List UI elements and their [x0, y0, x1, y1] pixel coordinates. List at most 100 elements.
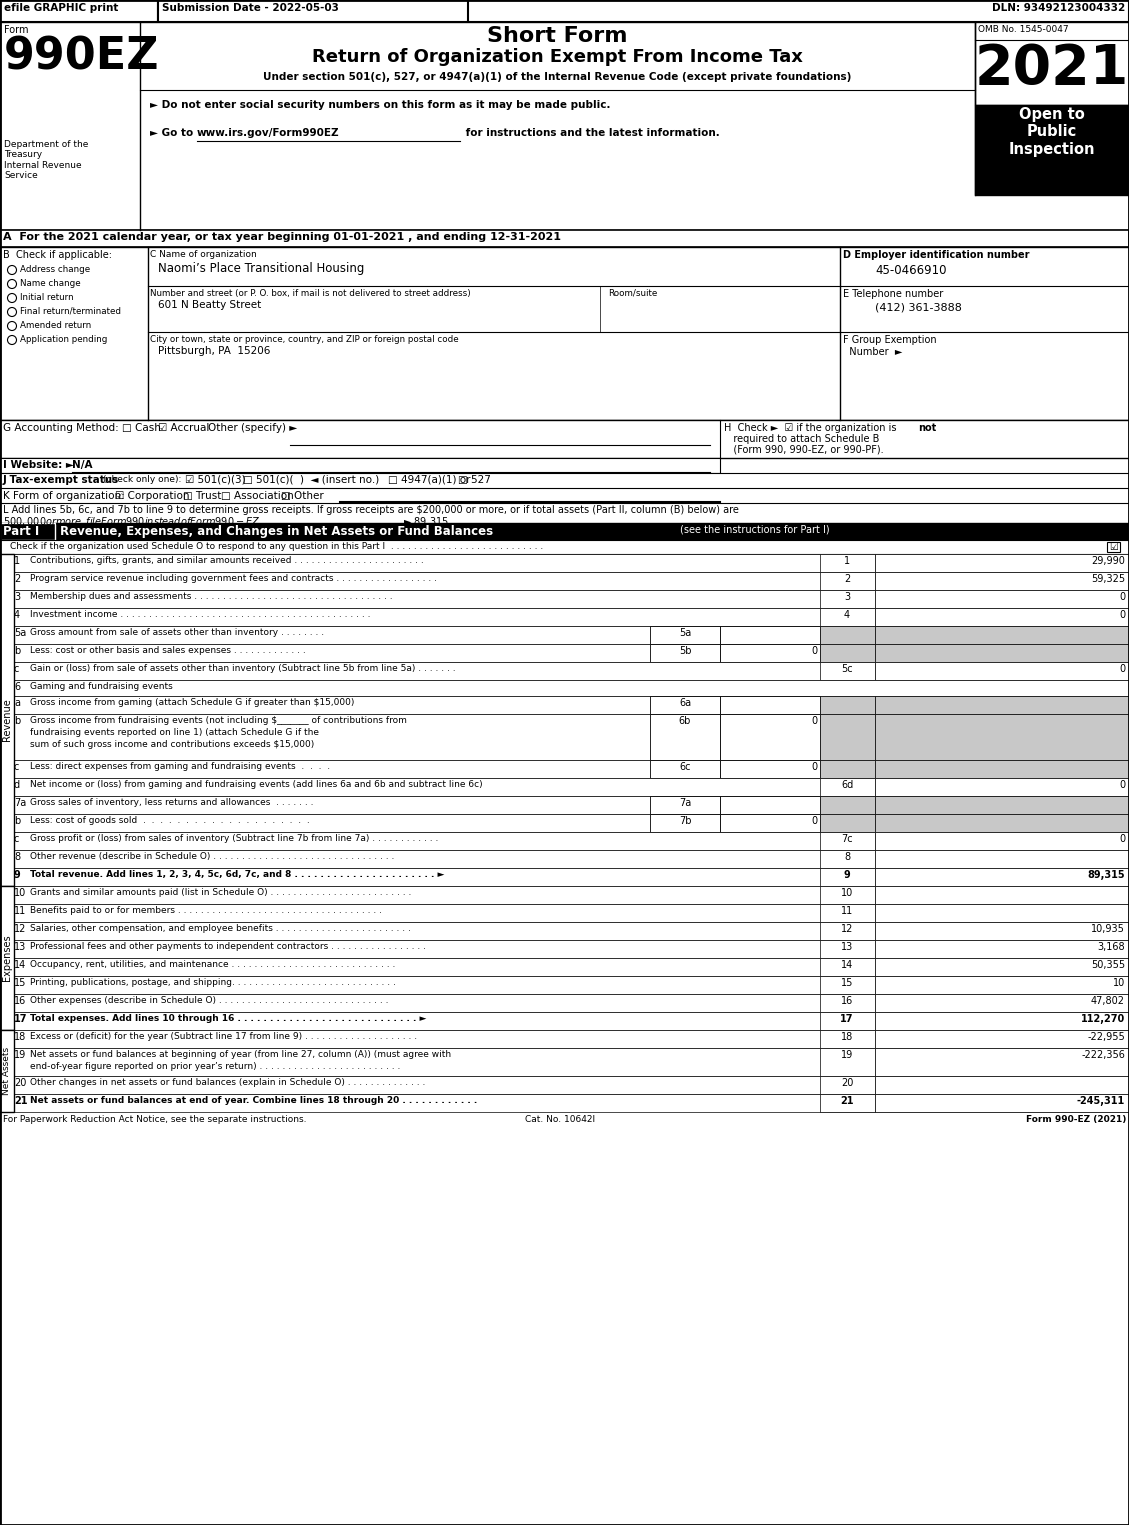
- Text: Expenses: Expenses: [2, 935, 12, 981]
- Text: 6d: 6d: [841, 779, 854, 790]
- Bar: [875, 554, 1129, 572]
- Bar: [820, 1093, 875, 1112]
- Bar: [875, 714, 1129, 759]
- Bar: [875, 1077, 1129, 1093]
- Bar: [650, 759, 720, 778]
- Bar: [875, 625, 1129, 644]
- Text: 21: 21: [840, 1096, 854, 1106]
- Text: 8: 8: [14, 852, 20, 862]
- Bar: [875, 1013, 1129, 1029]
- Text: 990EZ: 990EZ: [5, 35, 159, 78]
- Bar: [875, 849, 1129, 868]
- Bar: [820, 1077, 875, 1093]
- Text: Amended return: Amended return: [20, 320, 91, 329]
- Text: Other expenses (describe in Schedule O) . . . . . . . . . . . . . . . . . . . . : Other expenses (describe in Schedule O) …: [30, 996, 388, 1005]
- Text: Final return/terminated: Final return/terminated: [20, 307, 121, 316]
- Bar: [0, 625, 1129, 644]
- Bar: [875, 662, 1129, 680]
- Bar: [720, 796, 820, 814]
- Text: 7a: 7a: [14, 798, 26, 808]
- Bar: [0, 0, 1129, 21]
- Text: Room/suite: Room/suite: [609, 290, 657, 297]
- Text: Net assets or fund balances at end of year. Combine lines 18 through 20 . . . . : Net assets or fund balances at end of ye…: [30, 1096, 478, 1106]
- Bar: [875, 590, 1129, 608]
- Bar: [0, 814, 1129, 833]
- Text: Gross sales of inventory, less returns and allowances  . . . . . . .: Gross sales of inventory, less returns a…: [30, 798, 314, 807]
- Bar: [875, 833, 1129, 849]
- Text: 21: 21: [14, 1096, 27, 1106]
- Text: (Form 990, 990-EZ, or 990-PF).: (Form 990, 990-EZ, or 990-PF).: [724, 445, 884, 454]
- Bar: [820, 1013, 875, 1029]
- Bar: [650, 814, 720, 833]
- Bar: [820, 572, 875, 590]
- Text: 0: 0: [811, 762, 817, 772]
- Text: Less: cost or other basis and sales expenses . . . . . . . . . . . . .: Less: cost or other basis and sales expe…: [30, 647, 306, 656]
- Bar: [0, 523, 55, 540]
- Text: ☑ Corporation: ☑ Corporation: [115, 491, 190, 502]
- Text: For Paperwork Reduction Act Notice, see the separate instructions.: For Paperwork Reduction Act Notice, see …: [3, 1115, 306, 1124]
- Text: □ Cash: □ Cash: [122, 422, 160, 433]
- Text: Gross profit or (loss) from sales of inventory (Subtract line 7b from line 7a) .: Gross profit or (loss) from sales of inv…: [30, 834, 438, 843]
- Text: DLN: 93492123004332: DLN: 93492123004332: [991, 3, 1124, 14]
- Bar: [0, 662, 1129, 680]
- Bar: [0, 886, 1129, 904]
- Bar: [0, 488, 1129, 503]
- Text: 5a: 5a: [14, 628, 26, 637]
- Text: H  Check ►  ☑ if the organization is: H Check ► ☑ if the organization is: [724, 422, 900, 433]
- Bar: [0, 230, 1129, 247]
- Text: -222,356: -222,356: [1082, 1051, 1124, 1060]
- Text: 17: 17: [14, 1014, 27, 1023]
- Text: 7b: 7b: [679, 816, 691, 827]
- Text: (see the instructions for Part I): (see the instructions for Part I): [680, 525, 830, 535]
- Text: 12: 12: [841, 924, 854, 933]
- Text: 19: 19: [14, 1051, 26, 1060]
- Bar: [975, 21, 1129, 105]
- Text: Grants and similar amounts paid (list in Schedule O) . . . . . . . . . . . . . .: Grants and similar amounts paid (list in…: [30, 888, 411, 897]
- Bar: [0, 1077, 1129, 1093]
- Bar: [0, 523, 1129, 540]
- Text: efile GRAPHIC print: efile GRAPHIC print: [5, 3, 119, 14]
- Text: □ Association: □ Association: [221, 491, 294, 502]
- Bar: [0, 0, 158, 21]
- Text: b: b: [14, 717, 20, 726]
- Text: F Group Exemption: F Group Exemption: [843, 336, 937, 345]
- Bar: [820, 886, 875, 904]
- Text: Form: Form: [5, 24, 28, 35]
- Text: 10: 10: [1113, 978, 1124, 988]
- Bar: [0, 1029, 14, 1112]
- Text: Department of the
Treasury
Internal Revenue
Service: Department of the Treasury Internal Reve…: [5, 140, 88, 180]
- Bar: [0, 1029, 1129, 1048]
- Bar: [820, 976, 875, 994]
- Text: Gross amount from sale of assets other than inventory . . . . . . . .: Gross amount from sale of assets other t…: [30, 628, 324, 637]
- Bar: [0, 904, 1129, 923]
- Text: required to attach Schedule B: required to attach Schedule B: [724, 435, 879, 444]
- Text: Other revenue (describe in Schedule O) . . . . . . . . . . . . . . . . . . . . .: Other revenue (describe in Schedule O) .…: [30, 852, 394, 862]
- Bar: [975, 105, 1129, 195]
- Text: -245,311: -245,311: [1077, 1096, 1124, 1106]
- Text: 6: 6: [14, 682, 20, 692]
- Text: Benefits paid to or for members . . . . . . . . . . . . . . . . . . . . . . . . : Benefits paid to or for members . . . . …: [30, 906, 382, 915]
- Text: Gain or (loss) from sale of assets other than inventory (Subtract line 5b from l: Gain or (loss) from sale of assets other…: [30, 663, 456, 673]
- Text: ☑ Accrual: ☑ Accrual: [158, 422, 209, 433]
- Bar: [720, 714, 820, 759]
- Text: d: d: [14, 779, 20, 790]
- Text: Submission Date - 2022-05-03: Submission Date - 2022-05-03: [161, 3, 339, 14]
- Text: Revenue: Revenue: [2, 698, 12, 741]
- Bar: [650, 625, 720, 644]
- Text: B  Check if applicable:: B Check if applicable:: [3, 250, 112, 259]
- Bar: [820, 759, 875, 778]
- Text: 16: 16: [14, 996, 26, 1006]
- Bar: [0, 958, 1129, 976]
- Bar: [875, 608, 1129, 625]
- Text: for instructions and the latest information.: for instructions and the latest informat…: [462, 128, 720, 137]
- Text: G Accounting Method:: G Accounting Method:: [3, 422, 119, 433]
- Bar: [820, 958, 875, 976]
- Bar: [0, 473, 1129, 490]
- Text: Part I: Part I: [3, 525, 40, 538]
- Bar: [820, 778, 875, 796]
- Text: www.irs.gov/Form990EZ: www.irs.gov/Form990EZ: [196, 128, 340, 137]
- Text: 11: 11: [841, 906, 854, 917]
- Text: 3: 3: [14, 592, 20, 602]
- Bar: [0, 886, 14, 1029]
- Bar: [650, 714, 720, 759]
